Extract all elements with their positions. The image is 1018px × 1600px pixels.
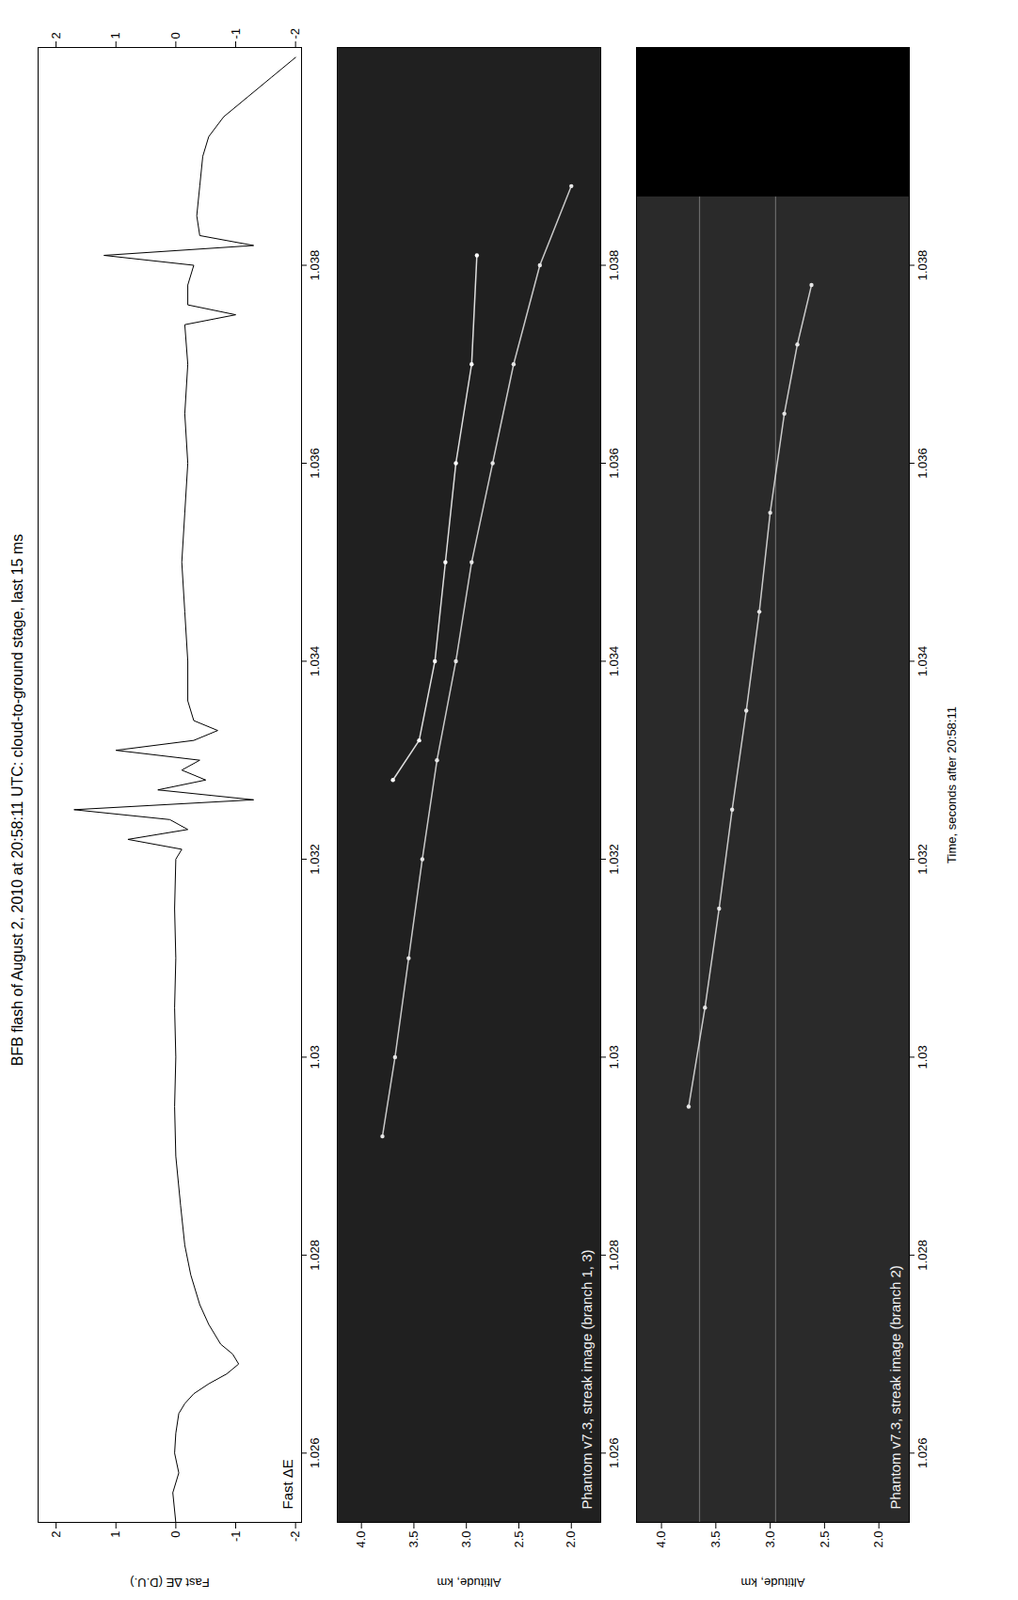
- svg-text:1.03: 1.03: [307, 1045, 322, 1069]
- svg-text:2.5: 2.5: [511, 1531, 526, 1549]
- svg-text:1.028: 1.028: [307, 1240, 322, 1272]
- svg-text:3.5: 3.5: [708, 1531, 723, 1549]
- svg-text:0: 0: [168, 31, 183, 39]
- svg-text:-2: -2: [287, 28, 303, 40]
- svg-text:1.034: 1.034: [307, 646, 322, 678]
- svg-text:1.03: 1.03: [606, 1045, 621, 1069]
- svg-text:2: 2: [48, 31, 64, 39]
- svg-text:1.034: 1.034: [606, 646, 621, 678]
- svg-text:1.036: 1.036: [606, 447, 621, 479]
- svg-text:1.038: 1.038: [307, 250, 322, 282]
- html-text:BFB flash of August 2, 2010 at: BFB flash of August 2, 2010 at 20:58:11 …: [9, 534, 26, 1067]
- svg-text:1.036: 1.036: [307, 447, 322, 479]
- svg-text:Altitude, km: Altitude, km: [741, 1575, 806, 1591]
- svg-text:1: 1: [108, 1531, 123, 1539]
- svg-text:1.038: 1.038: [606, 250, 621, 282]
- svg-text:-1: -1: [228, 28, 243, 40]
- svg-text:1.038: 1.038: [915, 250, 930, 282]
- svg-text:3.5: 3.5: [406, 1531, 421, 1549]
- svg-text:Altitude, km: Altitude, km: [437, 1575, 502, 1591]
- svg-text:1.026: 1.026: [307, 1438, 322, 1470]
- svg-text:3.0: 3.0: [459, 1531, 474, 1549]
- svg-text:1.026: 1.026: [915, 1438, 930, 1470]
- svg-text:1.034: 1.034: [915, 646, 930, 678]
- svg-text:-2: -2: [287, 1531, 303, 1543]
- svg-text:Phantom v7.3, streak image (br: Phantom v7.3, streak image (branch 1, 3): [578, 1250, 595, 1511]
- svg-text:2.0: 2.0: [563, 1531, 578, 1549]
- svg-text:3.0: 3.0: [763, 1531, 778, 1549]
- svg-text:1.03: 1.03: [915, 1045, 930, 1069]
- svg-text:1.028: 1.028: [606, 1240, 621, 1272]
- svg-text:Fast ΔE (D.U.): Fast ΔE (D.U.): [129, 1575, 210, 1591]
- svg-text:1.032: 1.032: [606, 843, 621, 875]
- svg-text:Time, seconds after 20:58:11: Time, seconds after 20:58:11: [944, 706, 959, 864]
- svg-text:2.0: 2.0: [871, 1531, 886, 1549]
- svg-text:2: 2: [48, 1531, 64, 1539]
- svg-text:1.032: 1.032: [307, 843, 322, 875]
- svg-text:4.0: 4.0: [653, 1531, 669, 1549]
- svg-text:4.0: 4.0: [353, 1531, 368, 1549]
- svg-text:1.026: 1.026: [606, 1438, 621, 1470]
- svg-text:Fast ΔE: Fast ΔE: [279, 1459, 296, 1510]
- svg-text:1.036: 1.036: [915, 447, 930, 479]
- svg-text:0: 0: [168, 1531, 183, 1539]
- svg-text:1.032: 1.032: [915, 843, 930, 875]
- svg-text:Phantom v7.3, streak image (br: Phantom v7.3, streak image (branch 2): [887, 1265, 904, 1510]
- svg-text:1: 1: [108, 31, 123, 39]
- svg-text:-1: -1: [228, 1531, 243, 1543]
- svg-text:2.5: 2.5: [817, 1531, 832, 1549]
- svg-text:1.028: 1.028: [915, 1240, 930, 1272]
